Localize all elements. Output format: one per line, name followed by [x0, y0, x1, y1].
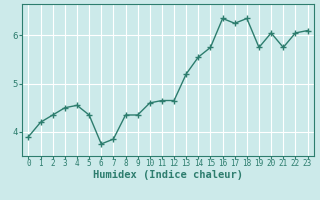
X-axis label: Humidex (Indice chaleur): Humidex (Indice chaleur)	[93, 170, 243, 180]
